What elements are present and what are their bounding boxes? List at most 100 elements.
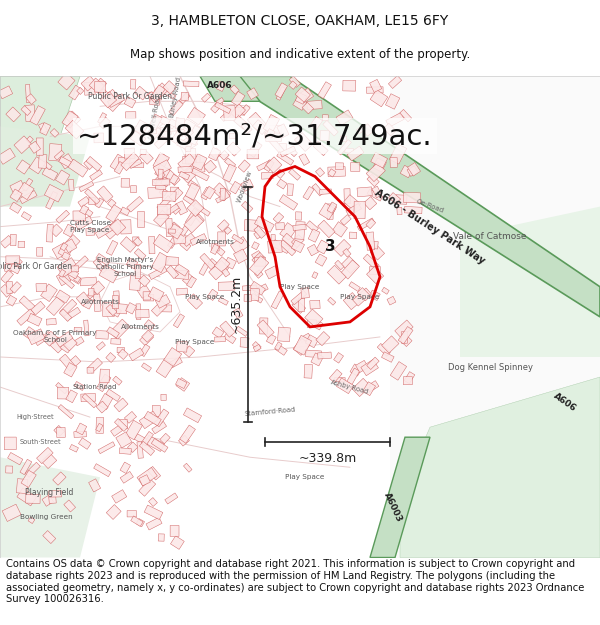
Text: Dog Kennel Spinney: Dog Kennel Spinney — [448, 362, 533, 371]
Polygon shape — [400, 166, 413, 177]
Polygon shape — [1, 270, 13, 283]
Polygon shape — [54, 426, 65, 436]
Polygon shape — [344, 194, 361, 211]
Polygon shape — [279, 194, 298, 210]
Polygon shape — [16, 479, 28, 494]
Text: Station·Road: Station·Road — [73, 384, 117, 390]
Polygon shape — [280, 222, 296, 240]
Polygon shape — [254, 216, 274, 232]
Polygon shape — [169, 188, 183, 202]
Polygon shape — [241, 201, 253, 212]
Polygon shape — [277, 179, 287, 189]
Polygon shape — [217, 219, 229, 231]
Polygon shape — [43, 331, 58, 346]
Polygon shape — [403, 377, 412, 385]
Polygon shape — [266, 132, 281, 141]
Polygon shape — [38, 154, 47, 168]
Polygon shape — [143, 292, 151, 300]
Polygon shape — [155, 164, 170, 179]
Polygon shape — [176, 288, 188, 295]
Polygon shape — [162, 191, 176, 201]
Polygon shape — [59, 154, 74, 169]
Polygon shape — [397, 208, 402, 215]
Polygon shape — [372, 186, 382, 198]
Polygon shape — [230, 104, 245, 119]
Polygon shape — [46, 224, 53, 242]
Polygon shape — [40, 122, 51, 136]
Polygon shape — [151, 125, 157, 134]
Polygon shape — [13, 258, 22, 267]
Polygon shape — [230, 236, 249, 254]
Polygon shape — [26, 494, 40, 503]
Polygon shape — [293, 338, 310, 356]
Polygon shape — [73, 211, 86, 221]
Polygon shape — [340, 214, 351, 225]
Polygon shape — [289, 169, 301, 180]
Polygon shape — [106, 504, 121, 519]
Polygon shape — [242, 285, 257, 291]
Polygon shape — [260, 318, 268, 334]
Polygon shape — [178, 154, 196, 171]
Polygon shape — [106, 304, 117, 316]
Polygon shape — [317, 352, 331, 359]
Polygon shape — [173, 234, 186, 244]
Polygon shape — [160, 433, 170, 444]
Polygon shape — [94, 81, 106, 92]
Polygon shape — [133, 237, 139, 245]
Polygon shape — [278, 327, 290, 342]
Polygon shape — [370, 89, 388, 107]
Polygon shape — [134, 86, 148, 100]
Polygon shape — [398, 326, 413, 344]
Polygon shape — [154, 83, 169, 98]
Polygon shape — [42, 495, 53, 506]
Polygon shape — [295, 132, 313, 151]
Polygon shape — [182, 273, 194, 285]
Polygon shape — [220, 188, 226, 200]
Polygon shape — [153, 172, 165, 184]
Polygon shape — [58, 243, 73, 258]
Polygon shape — [310, 116, 323, 130]
Polygon shape — [0, 76, 80, 136]
Polygon shape — [291, 291, 307, 305]
Polygon shape — [82, 394, 97, 408]
Polygon shape — [179, 92, 190, 104]
Polygon shape — [273, 213, 284, 223]
Polygon shape — [54, 151, 64, 160]
Polygon shape — [0, 284, 12, 298]
Polygon shape — [31, 301, 45, 315]
Polygon shape — [129, 348, 144, 361]
Polygon shape — [220, 76, 600, 317]
Polygon shape — [386, 112, 404, 127]
Polygon shape — [328, 265, 346, 284]
Polygon shape — [240, 338, 249, 348]
Polygon shape — [37, 248, 43, 256]
Polygon shape — [352, 378, 371, 397]
Polygon shape — [247, 112, 266, 132]
Polygon shape — [175, 201, 188, 215]
Polygon shape — [347, 146, 364, 161]
Polygon shape — [307, 101, 322, 109]
Polygon shape — [131, 162, 144, 168]
Polygon shape — [154, 211, 169, 226]
Polygon shape — [244, 294, 251, 301]
Polygon shape — [170, 526, 179, 536]
Polygon shape — [106, 204, 122, 222]
Polygon shape — [288, 147, 298, 157]
Polygon shape — [95, 224, 113, 239]
Polygon shape — [363, 254, 379, 269]
Polygon shape — [224, 332, 236, 344]
Polygon shape — [46, 191, 58, 209]
Polygon shape — [43, 531, 56, 544]
Polygon shape — [390, 362, 407, 380]
Polygon shape — [91, 281, 104, 294]
Polygon shape — [400, 377, 600, 558]
Polygon shape — [298, 298, 305, 312]
Polygon shape — [49, 496, 56, 504]
Polygon shape — [367, 357, 379, 369]
Polygon shape — [137, 468, 157, 486]
Polygon shape — [234, 116, 248, 129]
Polygon shape — [279, 240, 296, 256]
Polygon shape — [59, 354, 76, 371]
Text: A606 - Burley Park Way: A606 - Burley Park Way — [373, 188, 487, 266]
Polygon shape — [253, 284, 268, 296]
